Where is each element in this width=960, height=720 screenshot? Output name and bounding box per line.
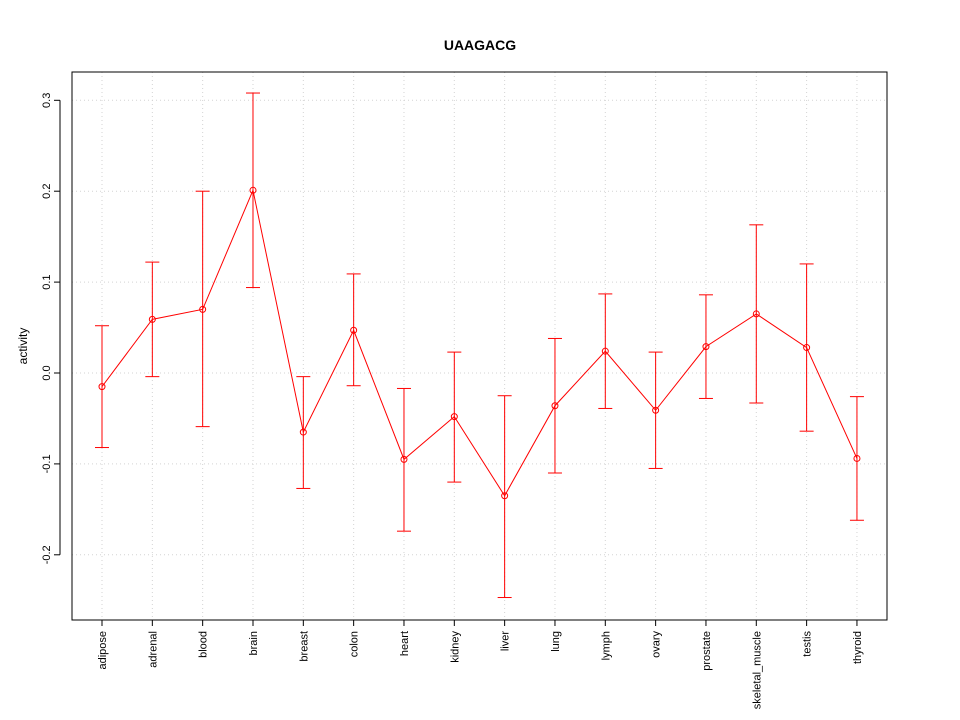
y-tick-label: 0.0 xyxy=(41,365,53,380)
data-point-adipose xyxy=(98,383,106,391)
data-point-liver xyxy=(501,492,509,500)
x-tick-label-kidney: kidney xyxy=(449,631,461,663)
data-point-skeletal_muscle xyxy=(752,310,760,318)
grid-layer xyxy=(72,72,887,620)
data-point-kidney xyxy=(450,413,458,421)
data-point-prostate xyxy=(702,343,710,351)
x-tick-label-adrenal: adrenal xyxy=(147,631,159,668)
x-tick-label-testis: testis xyxy=(802,631,814,657)
data-points xyxy=(98,186,861,500)
x-tick-label-skeletal_muscle: skeletal_muscle xyxy=(751,631,763,709)
plot-frame xyxy=(71,71,888,621)
data-point-lymph xyxy=(601,347,609,355)
y-axis: -0.2 -0.1 0.0 0.1 0.2 0.3 xyxy=(41,93,61,564)
chart-title: UAAGACG xyxy=(444,37,516,53)
series-line-layer xyxy=(101,188,858,497)
data-point-breast xyxy=(299,428,307,436)
x-tick-label-heart: heart xyxy=(399,631,411,656)
data-point-ovary xyxy=(652,406,660,414)
x-tick-label-blood: blood xyxy=(198,631,210,658)
data-point-testis xyxy=(803,344,811,352)
y-tick-label: -0.2 xyxy=(41,545,53,564)
data-point-blood xyxy=(199,305,207,313)
data-point-thyroid xyxy=(853,454,861,462)
x-tick-label-thyroid: thyroid xyxy=(852,631,864,664)
x-tick-label-adipose: adipose xyxy=(97,631,109,670)
x-tick-label-prostate: prostate xyxy=(701,631,713,671)
y-tick-label: 0.2 xyxy=(41,184,53,199)
data-point-colon xyxy=(350,326,358,334)
error-bars xyxy=(95,92,864,599)
series-line xyxy=(101,188,858,497)
data-point-heart xyxy=(400,455,408,463)
x-tick-label-lymph: lymph xyxy=(600,631,612,660)
x-tick-label-lung: lung xyxy=(550,631,562,652)
y-tick-label: -0.1 xyxy=(41,454,53,473)
data-point-lung xyxy=(551,402,559,410)
data-point-adrenal xyxy=(148,315,156,323)
x-tick-label-ovary: ovary xyxy=(651,631,663,658)
x-axis: adipose adrenal blood brain breast colon heart… xyxy=(97,619,864,709)
x-tick-label-breast: breast xyxy=(298,631,310,662)
y-tick-label: 0.3 xyxy=(41,93,53,108)
x-tick-label-liver: liver xyxy=(500,631,512,652)
y-axis-label: activity xyxy=(16,328,30,365)
y-tick-label: 0.1 xyxy=(41,274,53,289)
data-point-brain xyxy=(249,186,257,194)
x-tick-label-colon: colon xyxy=(349,631,361,657)
x-tick-label-brain: brain xyxy=(248,631,260,655)
